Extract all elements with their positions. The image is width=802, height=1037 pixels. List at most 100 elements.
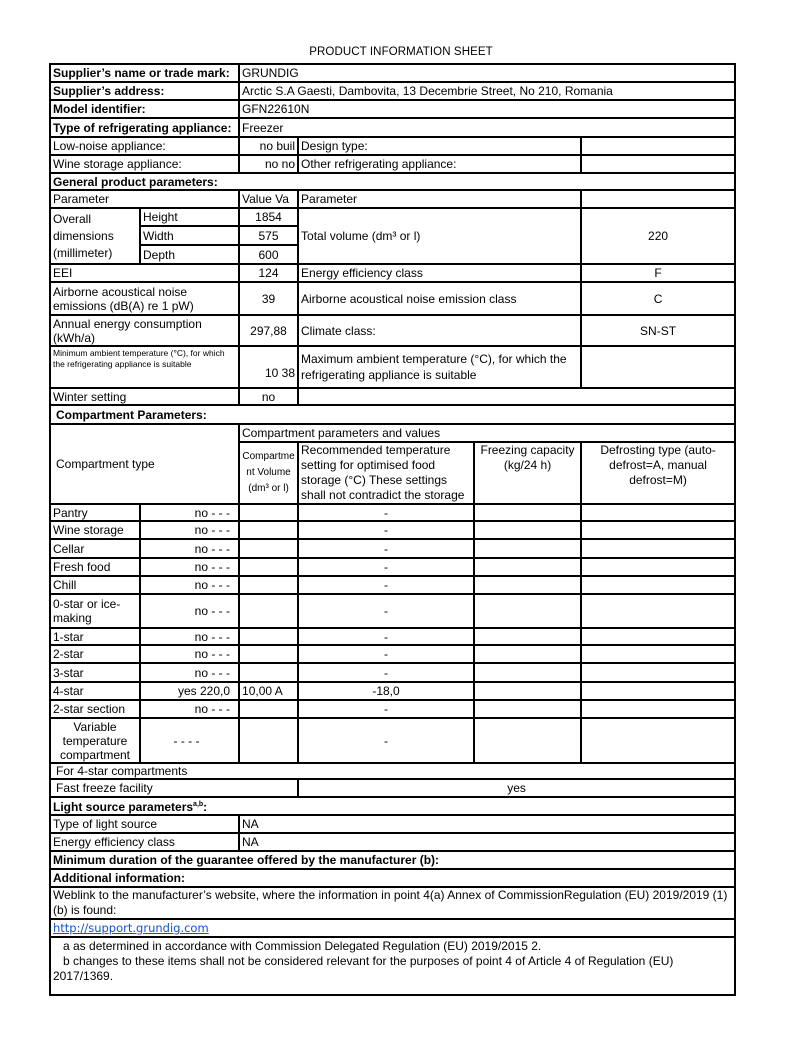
- compartment-temperature: -18,0: [297, 681, 476, 701]
- value-header: Value Va: [238, 189, 300, 209]
- compartment-defrost-type: [580, 538, 737, 559]
- compartment-name: 2-star: [49, 644, 141, 664]
- compartment-values-header: Compartment parameters and values: [238, 423, 737, 443]
- light-type-label: Type of light source: [48, 814, 241, 834]
- eei-label: EEI: [48, 263, 241, 283]
- compartment-volume: [238, 662, 300, 683]
- compartment-freezing-capacity: [473, 593, 583, 629]
- eei-value: 124: [238, 263, 300, 283]
- compartment-temperature: -: [297, 538, 476, 559]
- guarantee-label: Minimum duration of the guarantee offere…: [48, 850, 737, 870]
- parameter-header-2: Parameter: [297, 189, 583, 209]
- compartment-name: Variable temperature compartment: [49, 717, 141, 764]
- params-header-row: Parameter Value Va Parameter: [48, 189, 737, 209]
- compartment-temperature: -: [297, 557, 476, 577]
- compartment-defrost-type: [580, 662, 737, 683]
- compartment-params-heading: Compartment Parameters:: [48, 404, 737, 425]
- min-ambient-value: 10 38: [238, 345, 300, 389]
- compartment-freezing-capacity: [473, 627, 583, 646]
- supplier-name-row: Supplier’s name or trade mark: GRUNDIG: [48, 63, 737, 83]
- compartment-name: Fresh food: [49, 557, 141, 577]
- total-volume-label: Total volume (dm³ or l): [297, 207, 583, 265]
- compartment-defrost-type: [580, 593, 737, 629]
- compartment-freezing-capacity: [473, 503, 583, 522]
- compartment-present: no - - -: [138, 557, 241, 577]
- winter-setting-label: Winter setting: [48, 387, 241, 406]
- compartment-present: yes 220,0: [138, 681, 241, 701]
- compartment-freezing-capacity: [473, 699, 583, 719]
- compartment-present: no - - -: [138, 575, 241, 595]
- compartment-volume: [238, 520, 300, 540]
- supplier-address-label: Supplier’s address:: [48, 81, 241, 101]
- appliance-type-value: Freezer: [238, 117, 737, 138]
- width-label: Width: [138, 225, 241, 246]
- noise-class-label: Airborne acoustical noise emission class: [297, 281, 583, 316]
- compartment-volume: [238, 593, 300, 629]
- annual-energy-label: Annual energy consumption (kWh/a): [48, 314, 241, 347]
- compartment-name: 0-star or ice-making: [49, 593, 141, 629]
- compartment-present: no - - -: [138, 503, 241, 522]
- design-type-label: Design type:: [297, 136, 583, 156]
- compartment-name: Pantry: [49, 503, 141, 522]
- freezing-capacity-header: Freezing capacity (kg/24 h): [473, 441, 583, 505]
- compartment-volume: [238, 717, 300, 764]
- supplier-address-value: Arctic S.A Gaesti, Dambovita, 13 Decembr…: [238, 81, 737, 101]
- wine-storage-label: Wine storage appliance:: [48, 154, 241, 174]
- compartment-row: 1-star no - - - -: [49, 627, 737, 646]
- climate-class-value: SN-ST: [580, 314, 737, 347]
- compartment-temperature: -: [297, 627, 476, 646]
- compartment-volume: 10,00 A: [238, 681, 300, 701]
- compartment-defrost-type: [580, 644, 737, 664]
- compartment-volume: [238, 575, 300, 595]
- compartment-present: no - - -: [138, 538, 241, 559]
- compartment-name: 2-star section: [49, 699, 141, 719]
- four-star-heading: For 4-star compartments: [48, 762, 737, 780]
- compartment-freezing-capacity: [473, 557, 583, 577]
- compartment-name: 4-star: [49, 681, 141, 701]
- compartment-volume: [238, 557, 300, 577]
- compartment-defrost-type: [580, 681, 737, 701]
- compartment-temperature: -: [297, 699, 476, 719]
- parameter-header: Parameter: [48, 189, 241, 209]
- general-params-heading: General product parameters:: [48, 172, 737, 191]
- additional-info-heading: Additional information:: [48, 868, 737, 888]
- depth-value: 600: [238, 244, 300, 265]
- compartment-name: Wine storage: [49, 520, 141, 540]
- footnote-b: b changes to these items shall not be co…: [53, 954, 674, 983]
- other-appliance-label: Other refrigerating appliance:: [297, 154, 583, 174]
- light-heading-sup: a,b: [193, 801, 204, 808]
- compartment-row: Fresh food no - - - -: [49, 557, 737, 577]
- compartment-temperature: -: [297, 662, 476, 683]
- total-volume-value: 220: [580, 207, 737, 265]
- low-noise-label: Low-noise appliance:: [48, 136, 241, 156]
- climate-class-label: Climate class:: [297, 314, 583, 347]
- min-ambient-label: Minimum ambient temperature (°C), for wh…: [48, 345, 241, 389]
- light-eec-value: NA: [238, 832, 737, 852]
- compartment-defrost-type: [580, 520, 737, 540]
- compartment-row: Pantry no - - - -: [49, 503, 737, 522]
- compartment-volume: [238, 627, 300, 646]
- compartment-defrost-type: [580, 503, 737, 522]
- noise-value: 39: [238, 281, 300, 316]
- width-value: 575: [238, 225, 300, 246]
- compartment-defrost-type: [580, 717, 737, 764]
- noise-label: Airborne acoustical noise emissions (dB(…: [48, 281, 241, 316]
- compartment-row: Variable temperature compartment - - - - -: [49, 717, 737, 764]
- compartment-defrost-type: [580, 627, 737, 646]
- height-value: 1854: [238, 207, 300, 227]
- appliance-type-label: Type of refrigerating appliance:: [48, 117, 241, 138]
- temperature-header: Recommended temperature setting for opti…: [297, 441, 476, 505]
- compartment-row: Cellar no - - - -: [49, 538, 737, 559]
- compartment-volume: [238, 538, 300, 559]
- compartment-row: 2-star section no - - - -: [49, 699, 737, 719]
- low-noise-row: Low-noise appliance: no buil Design type…: [48, 136, 737, 156]
- support-url-link[interactable]: http://support.grundig.com: [53, 921, 209, 935]
- page-title: PRODUCT INFORMATION SHEET: [309, 46, 493, 58]
- wine-storage-value: no no: [238, 154, 300, 174]
- compartment-row: Wine storage no - - - -: [49, 520, 737, 540]
- compartment-present: no - - -: [138, 627, 241, 646]
- light-eec-label: Energy efficiency class: [48, 832, 241, 852]
- compartment-temperature: -: [297, 717, 476, 764]
- height-label: Height: [138, 207, 241, 227]
- compartment-row: 4-star yes 220,0 10,00 A -18,0: [49, 681, 737, 701]
